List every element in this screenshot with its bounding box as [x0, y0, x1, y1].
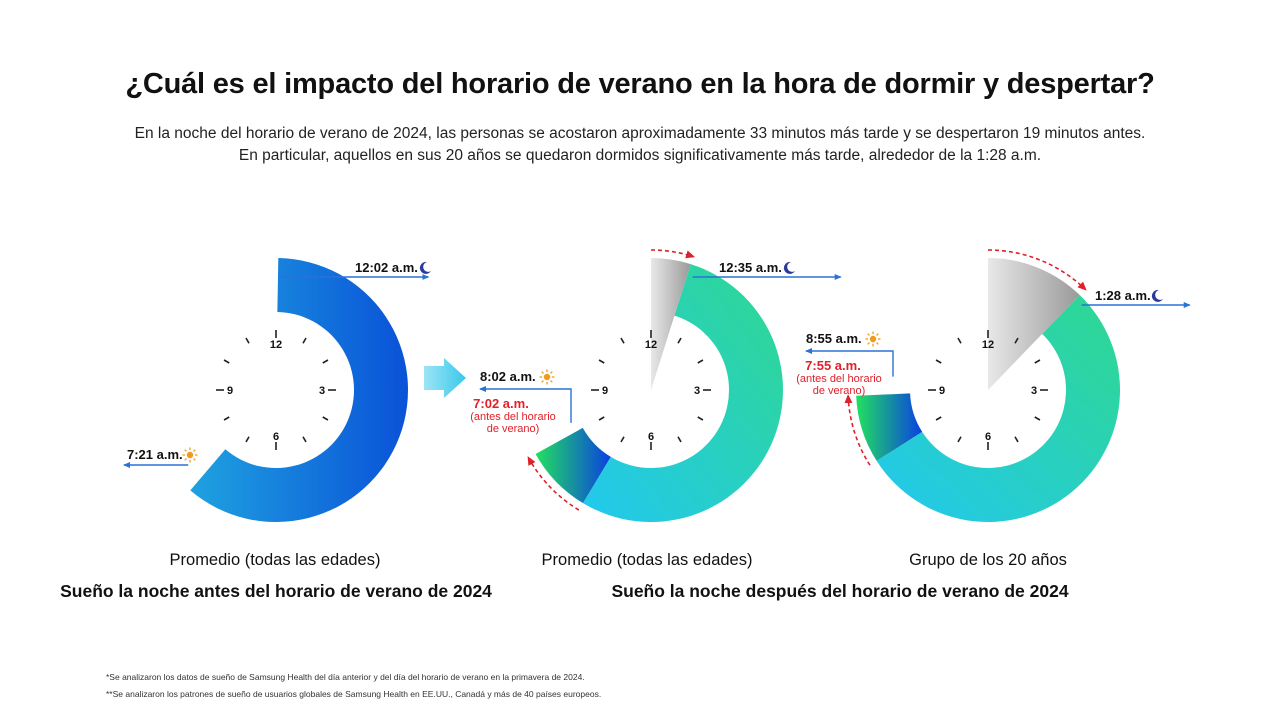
chart-2-sun-icon: [539, 369, 555, 385]
chart-1-dial-label-9: 9: [227, 385, 233, 397]
chart-1-minor-tick: [223, 359, 230, 364]
chart-1-moon-icon: [419, 261, 431, 274]
chart-3-wake-time-label: 8:55 a.m.: [806, 331, 862, 346]
footnote-2: **Se analizaron los patrones de sueño de…: [106, 689, 602, 699]
chart-2-minor-tick: [677, 337, 682, 344]
chart-2-dial-label-12: 12: [645, 339, 657, 351]
chart-3-dial-label-12: 12: [982, 339, 994, 351]
chart-3-moon-icon: [1151, 289, 1163, 302]
chart-1-sleep-time-label: 12:02 a.m.: [355, 260, 418, 275]
chart-1-dial-label-12: 12: [270, 339, 282, 351]
chart-2-minor-tick: [598, 359, 605, 364]
chart-1-minor-tick: [245, 337, 250, 344]
chart-3-pre-dst-note-line-1: (antes del horario: [796, 373, 882, 385]
chart-2-wake-arrow: [479, 386, 572, 423]
footnote-1: *Se analizaron los datos de sueño de Sam…: [106, 672, 585, 682]
chart-2-minor-tick: [697, 416, 704, 421]
chart-2-extra-wake-arc: [535, 427, 611, 504]
chart-2-dial-label-9: 9: [602, 385, 608, 397]
chart-1-sleep-arc: [190, 258, 408, 522]
chart-1-minor-tick: [302, 337, 307, 344]
section-before-title: Sueño la noche antes del horario de vera…: [60, 581, 492, 601]
chart-3-wake-shift-arrow: [844, 394, 871, 466]
chart-1-wake-time-label: 7:21 a.m.: [127, 447, 183, 462]
chart-3-pre-dst-note-line-2: de verano): [813, 385, 866, 397]
chart-2-moon-icon: [783, 261, 795, 274]
chart-2-caption: Promedio (todas las edades): [541, 551, 753, 569]
chart-2-dial-label-6: 6: [648, 431, 654, 443]
chart-3-dial-label-9: 9: [939, 385, 945, 397]
chart-2-dial-label-3: 3: [694, 385, 700, 397]
chart-2-pre-dst-note-line-1: (antes del horario: [470, 411, 556, 423]
chart-3-minor-tick: [1014, 436, 1019, 443]
chart-1-minor-tick: [302, 436, 307, 443]
chart-3-minor-tick: [957, 436, 962, 443]
chart-2-delay-wedge: [651, 258, 691, 390]
chart-1-minor-tick: [322, 359, 329, 364]
page-title: ¿Cuál es el impacto del horario de veran…: [125, 68, 1155, 100]
chart-2-sleep-time-label: 12:35 a.m.: [719, 260, 782, 275]
chart-1-dial-label-6: 6: [273, 431, 279, 443]
chart-2-sleep-arc: [583, 264, 783, 522]
chart-1-minor-tick: [223, 416, 230, 421]
chart-2-minor-tick: [677, 436, 682, 443]
chart-1-sun-icon: [182, 447, 198, 463]
chart-3-minor-tick: [935, 359, 942, 364]
chart-3-minor-tick: [1014, 337, 1019, 344]
chart-3-sun-icon: [865, 331, 881, 347]
chart-2-pre-dst-note-line-2: de verano): [487, 423, 540, 435]
chart-2-wake-time-label: 8:02 a.m.: [480, 369, 536, 384]
chart-2-minor-tick: [620, 436, 625, 443]
chart-3-minor-tick: [957, 337, 962, 344]
chart-3-sleep-time-label: 1:28 a.m.: [1095, 288, 1151, 303]
chart-3-delay-wedge: [988, 258, 1080, 390]
chart-2-minor-tick: [620, 337, 625, 344]
chart-2-wake-shift-arrow: [527, 456, 580, 511]
section-after-title: Sueño la noche después del horario de ve…: [611, 581, 1069, 601]
chart-3-minor-tick: [1034, 359, 1041, 364]
chart-3-minor-tick: [935, 416, 942, 421]
chart-1-minor-tick: [245, 436, 250, 443]
chart-3-extra-wake-arc: [856, 393, 923, 461]
chart-3-caption: Grupo de los 20 años: [909, 551, 1067, 569]
chart-3-minor-tick: [1034, 416, 1041, 421]
chart-3-dial-label-6: 6: [985, 431, 991, 443]
chart-2-minor-tick: [598, 416, 605, 421]
chart-1-dial-label-3: 3: [319, 385, 325, 397]
chart-3-dial-label-3: 3: [1031, 385, 1037, 397]
subtitle-line-2: En particular, aquellos en sus 20 años s…: [238, 147, 1042, 164]
chart-1-caption: Promedio (todas las edades): [169, 551, 381, 569]
chart-3-pre-dst-wake-label: 7:55 a.m.: [805, 358, 861, 373]
chart-2-sleep-shift-arrow: [650, 249, 696, 259]
chart-1-minor-tick: [322, 416, 329, 421]
chart-3-wake-arrow: [805, 348, 894, 377]
subtitle-line-1: En la noche del horario de verano de 202…: [134, 125, 1146, 142]
chart-2-pre-dst-wake-label: 7:02 a.m.: [473, 396, 529, 411]
chart-3-sleep-arc: [876, 295, 1120, 522]
chart-2-minor-tick: [697, 359, 704, 364]
transition-arrow-icon: [424, 358, 466, 398]
